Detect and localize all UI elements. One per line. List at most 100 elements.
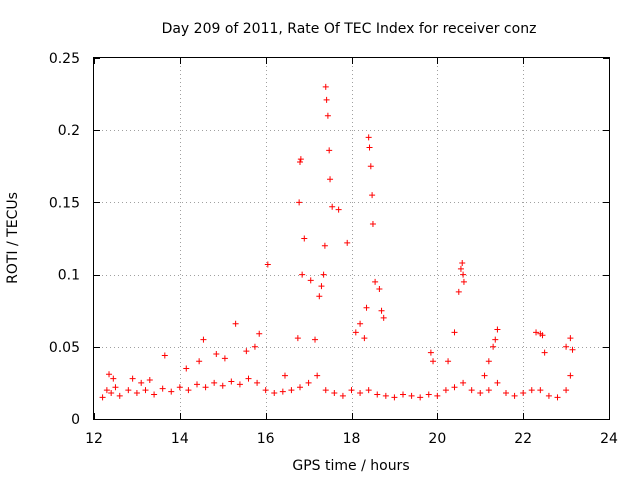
data-point	[256, 330, 263, 337]
data-point	[106, 371, 113, 378]
data-point	[344, 239, 351, 246]
grid-lines	[94, 58, 609, 419]
data-point	[202, 384, 209, 391]
x-tick-label: 16	[257, 431, 275, 447]
data-point	[563, 343, 570, 350]
data-point	[537, 387, 544, 394]
data-point	[485, 358, 492, 365]
data-point	[490, 343, 497, 350]
data-point	[151, 391, 158, 398]
data-point	[374, 391, 381, 398]
data-point	[451, 329, 458, 336]
data-point	[168, 388, 175, 395]
data-point	[125, 387, 132, 394]
data-point	[366, 144, 373, 151]
data-point	[251, 343, 258, 350]
data-point	[352, 329, 359, 336]
data-point	[425, 391, 432, 398]
data-point	[301, 235, 308, 242]
data-point	[159, 385, 166, 392]
data-point	[129, 375, 136, 382]
data-point	[262, 387, 269, 394]
data-point	[321, 242, 328, 249]
x-tick-labels: 12 14 16 18 20 22 24	[85, 431, 618, 447]
data-point	[264, 261, 271, 268]
data-point	[211, 379, 218, 386]
x-tick-label: 22	[514, 431, 532, 447]
x-tick-label: 20	[428, 431, 446, 447]
data-point	[314, 372, 321, 379]
data-point	[243, 348, 250, 355]
data-point	[339, 392, 346, 399]
data-point	[183, 365, 190, 372]
x-tick-label: 24	[600, 431, 618, 447]
y-tick-label: 0.15	[49, 195, 80, 211]
data-point	[391, 394, 398, 401]
data-point	[545, 392, 552, 399]
data-point	[378, 307, 385, 314]
data-point	[110, 375, 117, 382]
y-tick-label: 0.25	[49, 51, 80, 67]
data-point	[299, 271, 306, 278]
data-point	[503, 390, 509, 397]
data-point	[492, 336, 499, 343]
data-point	[108, 390, 115, 397]
data-point	[294, 335, 301, 342]
data-point	[316, 293, 323, 300]
y-tick-label: 0.05	[49, 340, 80, 356]
data-point	[417, 394, 424, 401]
data-point	[221, 355, 228, 362]
data-point	[569, 346, 576, 353]
data-point	[408, 392, 415, 399]
data-point	[348, 387, 355, 394]
data-point	[305, 379, 312, 386]
data-point	[357, 320, 364, 327]
data-point	[442, 387, 449, 394]
data-point	[200, 336, 207, 343]
data-point	[329, 203, 336, 210]
data-point	[511, 392, 518, 399]
data-point	[372, 278, 379, 285]
data-point	[494, 379, 501, 386]
data-point	[520, 390, 527, 397]
data-point	[279, 388, 286, 395]
data-point	[297, 384, 303, 391]
data-point	[539, 332, 546, 339]
axis-ticks	[94, 58, 610, 420]
data-point	[460, 271, 467, 278]
x-axis-label: GPS time / hours	[292, 458, 409, 474]
data-point	[296, 199, 303, 206]
data-point	[103, 387, 110, 394]
data-point	[563, 387, 570, 394]
data-point	[528, 387, 535, 394]
data-point	[327, 176, 334, 183]
data-point	[477, 390, 484, 397]
data-point	[185, 387, 192, 394]
data-point	[382, 392, 389, 399]
x-tick-label: 14	[171, 431, 189, 447]
data-point	[541, 349, 548, 356]
data-point	[99, 394, 106, 401]
data-point	[376, 286, 383, 293]
data-point	[468, 387, 475, 394]
data-point	[457, 265, 464, 272]
data-point	[307, 277, 314, 284]
x-tick-label: 12	[85, 431, 103, 447]
data-point	[288, 387, 295, 394]
data-point	[430, 358, 437, 365]
data-point	[380, 314, 387, 321]
data-point	[324, 112, 331, 119]
data-point	[451, 384, 458, 391]
data-point	[194, 381, 200, 388]
data-point	[567, 372, 574, 379]
data-point	[434, 392, 441, 399]
data-point	[567, 335, 574, 342]
data-point	[365, 387, 372, 394]
y-tick-label: 0.2	[58, 123, 80, 139]
data-point	[133, 390, 140, 397]
chart-title: Day 209 of 2011, Rate Of TEC Index for r…	[162, 21, 537, 37]
data-point	[245, 375, 252, 382]
data-point	[459, 260, 466, 267]
data-point	[112, 384, 119, 391]
